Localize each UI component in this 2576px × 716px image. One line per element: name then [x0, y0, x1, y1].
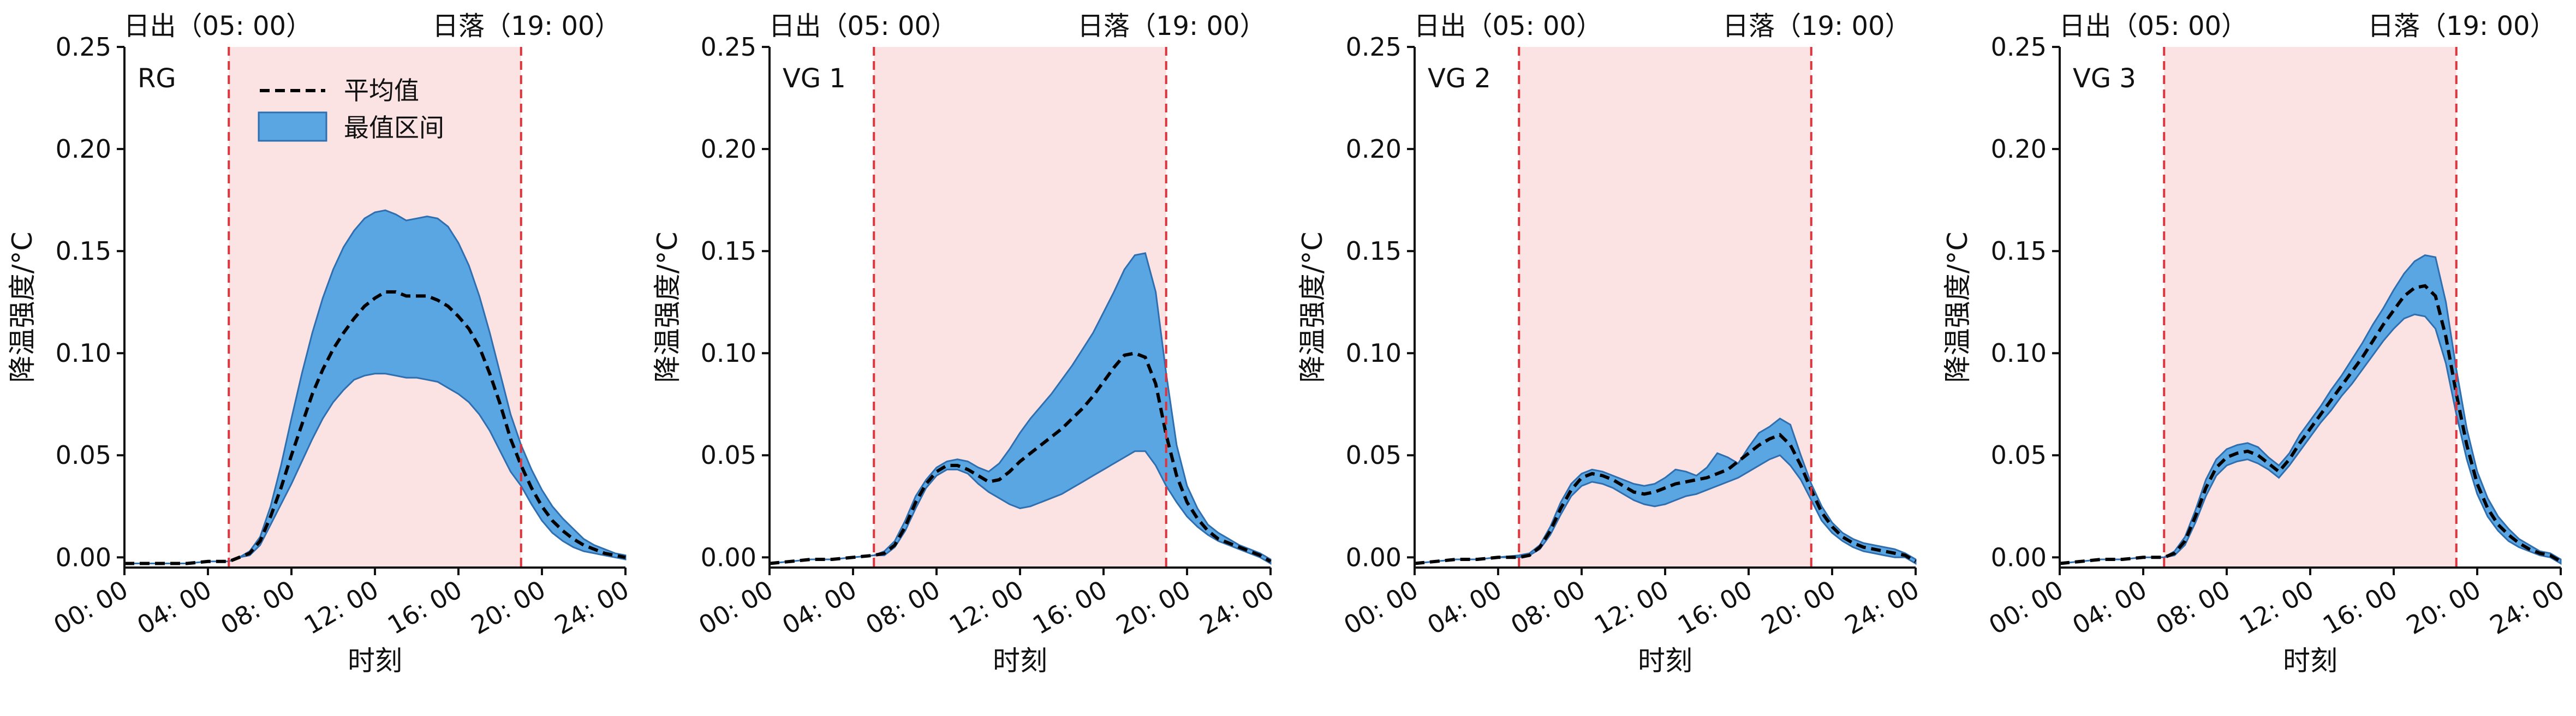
y-tick-label: 0.05 [701, 440, 756, 470]
x-tick-label: 12: 00 [2234, 575, 2318, 640]
legend-range-swatch [258, 111, 327, 142]
panel-2: 日出（05: 00） 日落（19: 00） 0.00 0.05 0.10 0.15 0.20… [652, 11, 1279, 677]
x-tick-label: 24: 00 [1195, 575, 1279, 640]
mean-line [2059, 284, 2562, 565]
x-tick-label: 16: 00 [2318, 575, 2402, 640]
y-tick-label: 0.05 [1991, 440, 2047, 470]
y-tick-label: 0.10 [56, 338, 111, 368]
x-tick-label: 24: 00 [1840, 575, 1924, 640]
x-tick-label: 08: 00 [861, 575, 945, 640]
x-tick-label: 00: 00 [49, 575, 133, 640]
legend-range-label: 最值区间 [344, 113, 444, 142]
x-tick-label: 00: 00 [1339, 575, 1423, 640]
x-tick-label: 12: 00 [1589, 575, 1673, 640]
y-axis-label: 降温强度/°C [1297, 232, 1328, 383]
y-tick-label: 0.00 [1346, 542, 1402, 572]
x-tick-label: 20: 00 [466, 575, 550, 640]
panel-4: 日出（05: 00） 日落（19: 00） 0.00 0.05 0.10 0.15 0.20… [1942, 11, 2569, 677]
x-tick-label: 12: 00 [944, 575, 1028, 640]
x-tick-label: 04: 00 [132, 575, 216, 640]
legend-mean-label: 平均值 [344, 76, 419, 105]
x-tick-label: 20: 00 [1756, 575, 1840, 640]
y-tick-label: 0.20 [1991, 134, 2047, 164]
mean-line [1414, 433, 1917, 565]
y-axis-label: 降温强度/°C [652, 232, 683, 383]
sunset-label: 日落（19: 00） [2368, 11, 2556, 41]
x-tick-label: 04: 00 [777, 575, 861, 640]
y-tick-label: 0.20 [56, 134, 111, 164]
sunset-label: 日落（19: 00） [1077, 11, 1266, 41]
x-tick-label: 24: 00 [550, 575, 634, 640]
x-tick-label: 12: 00 [299, 575, 383, 640]
x-tick-label: 08: 00 [2151, 575, 2235, 640]
x-axis-label: 时刻 [348, 645, 402, 677]
y-tick-label: 0.25 [1346, 32, 1402, 62]
mean-line [124, 290, 626, 565]
y-tick-label: 0.25 [701, 32, 756, 62]
y-tick-label: 0.20 [701, 134, 756, 164]
panel-label: VG 3 [2073, 63, 2136, 94]
x-tick-label: 16: 00 [1673, 575, 1757, 640]
y-tick-label: 0.15 [56, 236, 111, 266]
x-axis-label: 时刻 [1638, 645, 1692, 677]
y-tick-label: 0.20 [1346, 134, 1402, 164]
y-tick-label: 0.25 [1991, 32, 2047, 62]
y-tick-label: 0.15 [701, 236, 756, 266]
x-tick-label: 00: 00 [694, 575, 778, 640]
y-axis-label: 降温强度/°C [7, 232, 38, 383]
x-tick-label: 08: 00 [1506, 575, 1590, 640]
x-tick-label: 20: 00 [2401, 575, 2485, 640]
mean-line [769, 351, 1272, 565]
y-tick-label: 0.10 [701, 338, 756, 368]
sunset-label: 日落（19: 00） [432, 11, 621, 41]
sunset-label: 日落（19: 00） [1722, 11, 1911, 41]
y-tick-label: 0.25 [56, 32, 111, 62]
y-tick-label: 0.15 [1346, 236, 1402, 266]
panel-1: 日出（05: 00） 日落（19: 00） 0.00 0.05 0.10 0.15 0.20… [7, 11, 634, 677]
x-axis-label: 时刻 [993, 645, 1047, 677]
y-axis-label: 降温强度/°C [1942, 232, 1973, 383]
panel-3: 日出（05: 00） 日落（19: 00） 0.00 0.05 0.10 0.15 0.20… [1297, 11, 1924, 677]
y-tick-label: 0.05 [1346, 440, 1402, 470]
sunrise-label: 日出（05: 00） [1414, 11, 1602, 41]
x-tick-label: 20: 00 [1111, 575, 1195, 640]
x-tick-label: 24: 00 [2485, 575, 2569, 640]
y-tick-label: 0.15 [1991, 236, 2047, 266]
sunrise-label: 日出（05: 00） [768, 11, 957, 41]
panel-label: VG 1 [783, 63, 846, 94]
x-tick-label: 00: 00 [1984, 575, 2068, 640]
panel-label: VG 2 [1428, 63, 1491, 94]
x-tick-label: 04: 00 [2067, 575, 2151, 640]
x-tick-label: 16: 00 [383, 575, 467, 640]
x-axis-label: 时刻 [2283, 645, 2338, 677]
y-tick-label: 0.10 [1346, 338, 1402, 368]
range-band [2059, 254, 2562, 565]
sunrise-label: 日出（05: 00） [123, 11, 312, 41]
sunrise-label: 日出（05: 00） [2059, 11, 2247, 41]
x-tick-label: 04: 00 [1422, 575, 1506, 640]
y-tick-label: 0.00 [701, 542, 756, 572]
y-tick-label: 0.00 [1991, 542, 2047, 572]
y-tick-label: 0.10 [1991, 338, 2047, 368]
panel-label: RG [138, 63, 176, 94]
y-tick-label: 0.05 [56, 440, 111, 470]
x-tick-label: 08: 00 [216, 575, 300, 640]
y-tick-label: 0.00 [56, 542, 111, 572]
x-tick-label: 16: 00 [1028, 575, 1112, 640]
